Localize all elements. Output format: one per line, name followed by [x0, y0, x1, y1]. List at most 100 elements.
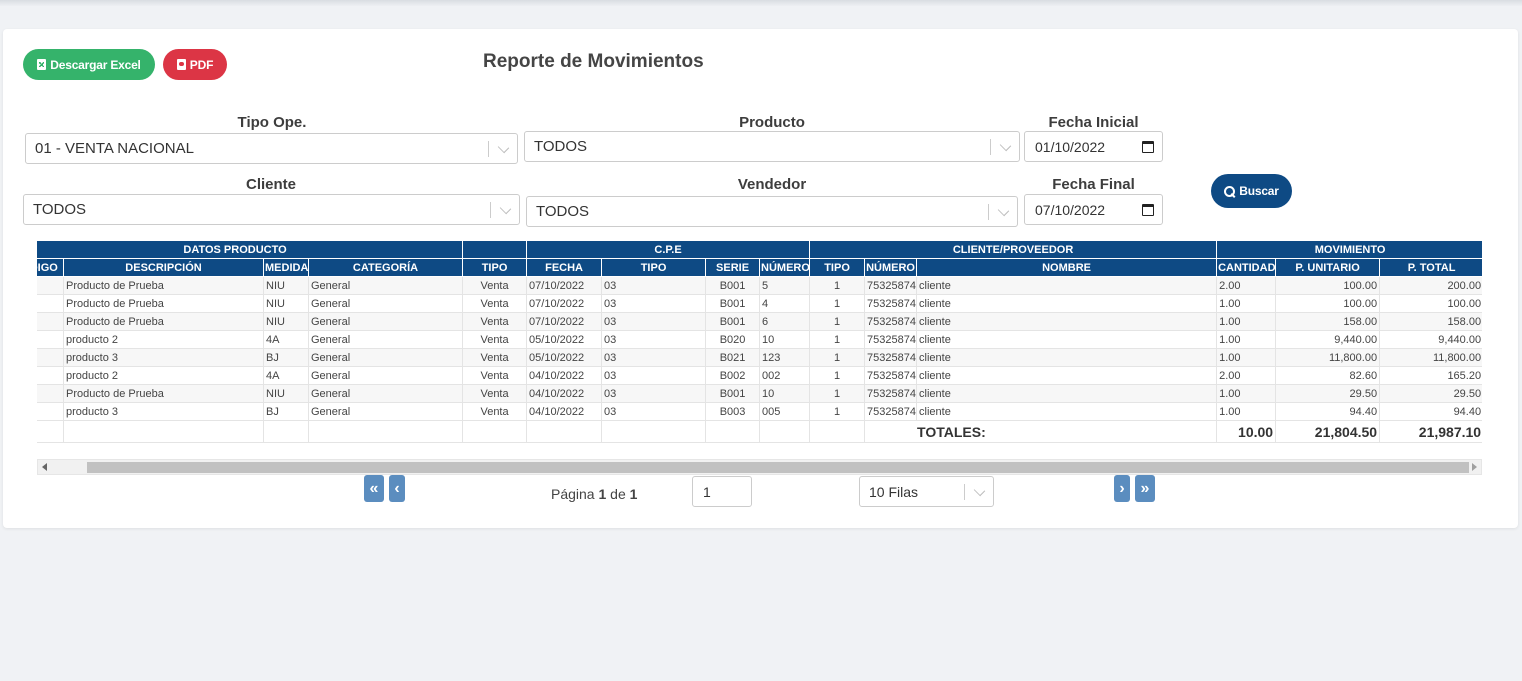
- report-card: Descargar Excel PDF Reporte de Movimient…: [3, 29, 1518, 528]
- col-codigo-cell: 0003: [37, 402, 64, 421]
- col-serie-cell: B001: [705, 384, 761, 403]
- table-row: 0002producto 24AGeneralVenta05/10/202203…: [37, 330, 1482, 349]
- last-page-button[interactable]: »: [1135, 475, 1155, 502]
- col-medida-cell: NIU: [263, 312, 309, 331]
- rows-per-page-select[interactable]: 10 Filas: [859, 476, 994, 507]
- col-p-total-cell: 29.50: [1379, 384, 1482, 403]
- prev-page-button[interactable]: ‹: [389, 475, 405, 502]
- col-tipo-doc-cell: 1: [809, 366, 866, 385]
- table-row: 0001Producto de PruebaNIUGeneralVenta07/…: [37, 312, 1482, 331]
- col-numero-doc-cell: 75325874: [864, 294, 918, 313]
- col-nombre-cell: cliente: [916, 384, 1218, 403]
- col-descripcion-cell: producto 2: [63, 330, 264, 349]
- download-excel-button[interactable]: Descargar Excel: [23, 49, 155, 80]
- fecha-final-label: Fecha Final: [1052, 176, 1135, 193]
- horizontal-scrollbar[interactable]: [37, 459, 1482, 475]
- top-bar: [0, 0, 1522, 6]
- col-serie-cell: B001: [705, 276, 761, 295]
- col-tipo-doc-cell: 1: [809, 276, 866, 295]
- col-cantidad-header: CANTIDAD: [1216, 258, 1277, 277]
- col-numero-doc-cell: 75325874: [864, 276, 918, 295]
- calendar-icon[interactable]: [1142, 204, 1154, 216]
- col-tipo-doc-cell: 1: [809, 330, 866, 349]
- col-nombre-header: NOMBRE: [916, 258, 1218, 277]
- col-tipo-doc-header: TIPO: [809, 258, 866, 277]
- fecha-final-input[interactable]: 07/10/2022: [1024, 194, 1163, 225]
- table-row: 0001Producto de PruebaNIUGeneralVenta07/…: [37, 276, 1482, 295]
- col-numero-doc-cell: 75325874: [864, 366, 918, 385]
- col-fecha-cell: 04/10/2022: [526, 402, 603, 421]
- col-medida-header: MEDIDA: [263, 258, 309, 277]
- col-categoria-cell: General: [307, 348, 464, 367]
- scroll-right-icon[interactable]: [1472, 463, 1477, 471]
- col-categoria-cell: General: [307, 276, 464, 295]
- col-fecha-cell: 05/10/2022: [526, 348, 603, 367]
- calendar-icon[interactable]: [1142, 141, 1154, 153]
- group-empty: [462, 240, 528, 259]
- col-p-total-header: P. TOTAL: [1379, 258, 1482, 277]
- table-group-header-row: DATOS PRODUCTO C.P.E CLIENTE/PROVEEDOR M…: [37, 240, 1482, 259]
- col-numero-cell: 4: [759, 294, 811, 313]
- col-p-total-cell: 165.20: [1379, 366, 1482, 385]
- col-p-unitario-cell: 100.00: [1275, 294, 1381, 313]
- col-numero-cell: 002: [759, 366, 811, 385]
- col-tipo-cell: Venta: [462, 294, 528, 313]
- search-button[interactable]: Buscar: [1211, 174, 1292, 208]
- cliente-select[interactable]: TODOS: [23, 194, 520, 225]
- col-numero-cell: 10: [759, 384, 811, 403]
- producto-select[interactable]: TODOS: [524, 131, 1020, 162]
- fecha-inicial-input[interactable]: 01/10/2022: [1024, 131, 1163, 162]
- col-cantidad-cell: 2.00: [1216, 366, 1277, 385]
- col-tipo-doc-cell: 1: [809, 348, 866, 367]
- movements-table-container: DATOS PRODUCTO C.P.E CLIENTE/PROVEEDOR M…: [37, 240, 1482, 444]
- download-excel-label: Descargar Excel: [50, 57, 141, 72]
- group-cliente-proveedor: CLIENTE/PROVEEDOR: [809, 240, 1218, 259]
- chevron-down-icon: [497, 141, 510, 154]
- next-page-button[interactable]: ›: [1114, 475, 1130, 502]
- page-title: Reporte de Movimientos: [483, 51, 704, 72]
- col-tipo-cpe-cell: 03: [601, 294, 707, 313]
- col-categoria-header: CATEGORÍA: [307, 258, 464, 277]
- page-number-input[interactable]: 1: [692, 476, 752, 507]
- col-numero-doc-header: NÚMERO: [864, 258, 918, 277]
- col-medida-cell: 4A: [263, 330, 309, 349]
- col-descripcion-cell: Producto de Prueba: [63, 312, 264, 331]
- scroll-left-icon[interactable]: [42, 463, 47, 471]
- col-categoria-cell: General: [307, 366, 464, 385]
- cliente-value: TODOS: [33, 201, 87, 218]
- table-row: 0002producto 24AGeneralVenta04/10/202203…: [37, 366, 1482, 385]
- col-tipo-cpe-cell: 03: [601, 276, 707, 295]
- col-codigo-header: CÓDIGO: [37, 258, 64, 277]
- col-fecha-cell: 04/10/2022: [526, 366, 603, 385]
- col-cantidad-cell: 1.00: [1216, 348, 1277, 367]
- col-serie-cell: B021: [705, 348, 761, 367]
- col-p-total-cell: 94.40: [1379, 402, 1482, 421]
- first-page-button[interactable]: «: [364, 475, 384, 502]
- col-tipo-cpe-cell: 03: [601, 330, 707, 349]
- col-categoria-cell: General: [307, 330, 464, 349]
- col-p-unitario-cell: 100.00: [1275, 276, 1381, 295]
- scrollbar-thumb[interactable]: [87, 462, 1469, 473]
- file-excel-icon: [37, 59, 47, 70]
- col-nombre-cell: cliente: [916, 348, 1218, 367]
- col-codigo-cell: 0001: [37, 312, 64, 331]
- tipo-ope-select[interactable]: 01 - VENTA NACIONAL: [25, 133, 518, 164]
- vendedor-value: TODOS: [536, 203, 590, 220]
- col-p-unitario-cell: 82.60: [1275, 366, 1381, 385]
- col-categoria-cell: General: [307, 294, 464, 313]
- col-numero-doc-cell: 75325874: [864, 348, 918, 367]
- col-codigo-cell: 0001: [37, 276, 64, 295]
- col-codigo-cell: 0001: [37, 294, 64, 313]
- vendedor-select[interactable]: TODOS: [526, 196, 1018, 227]
- fecha-inicial-label: Fecha Inicial: [1048, 114, 1139, 131]
- col-numero-cell: 10: [759, 330, 811, 349]
- col-descripcion-cell: producto 2: [63, 366, 264, 385]
- totals-total: 21,987.10: [1379, 420, 1482, 443]
- col-p-total-cell: 100.00: [1379, 294, 1482, 313]
- page-total: 1: [629, 486, 638, 502]
- col-serie-cell: B001: [705, 312, 761, 331]
- totals-label: TOTALES:: [864, 420, 1218, 443]
- table-row: 0001Producto de PruebaNIUGeneralVenta04/…: [37, 384, 1482, 403]
- pdf-button[interactable]: PDF: [163, 49, 227, 80]
- col-numero-header: NÚMERO: [759, 258, 811, 277]
